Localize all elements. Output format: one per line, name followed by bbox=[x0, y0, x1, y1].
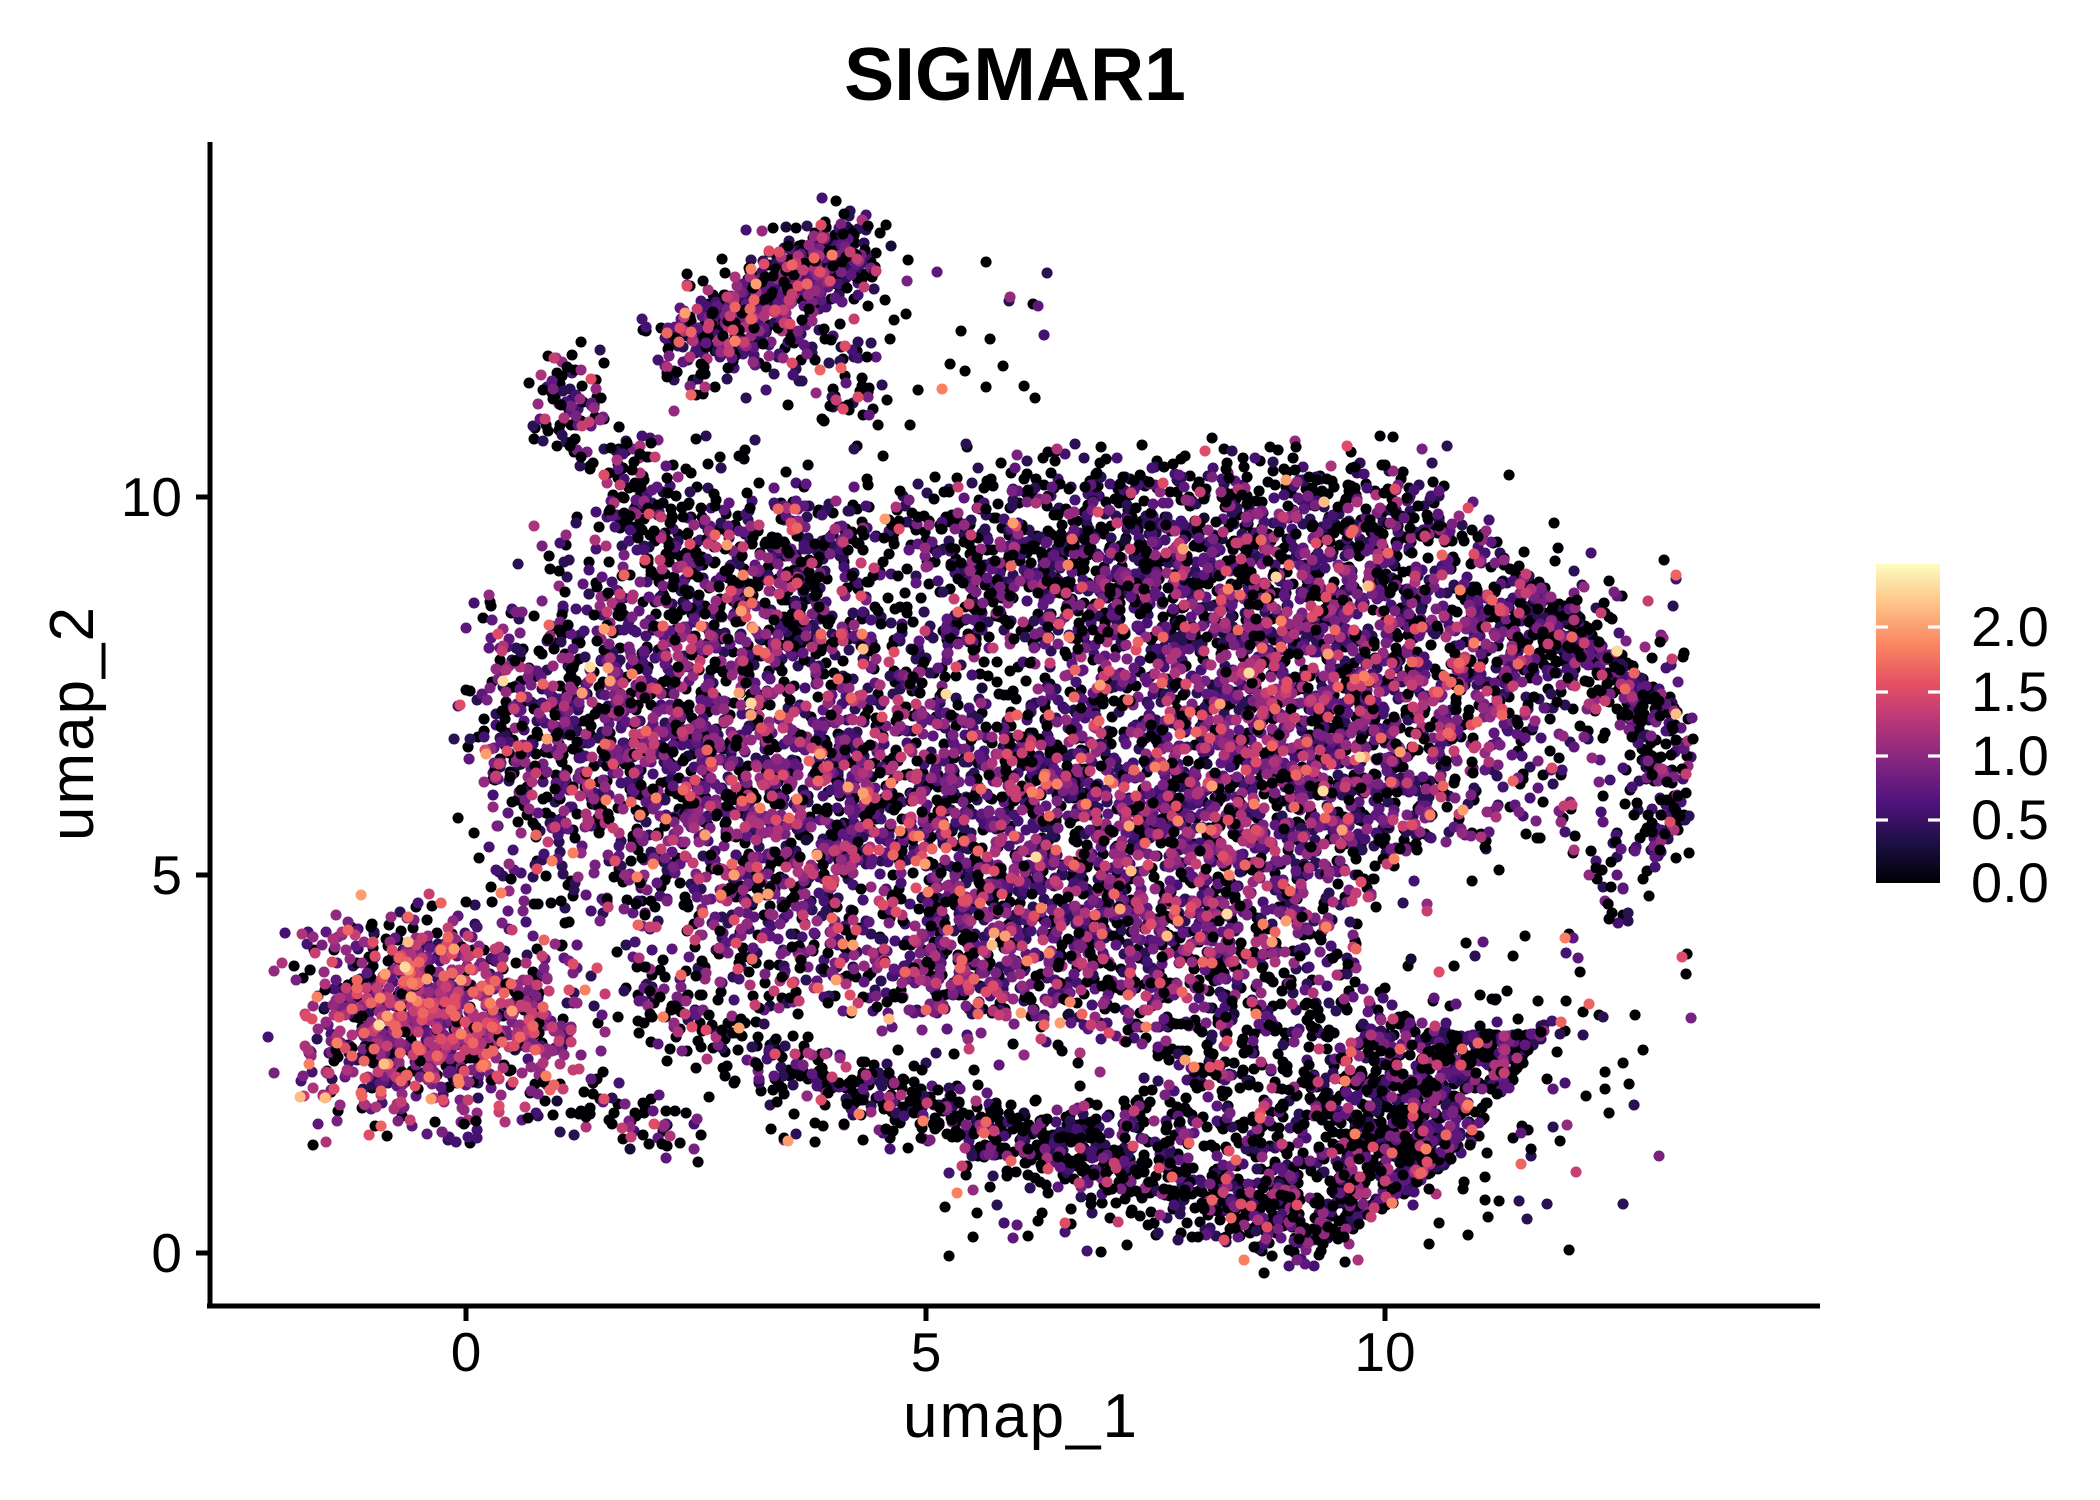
svg-text:0: 0 bbox=[151, 1222, 182, 1284]
svg-text:10: 10 bbox=[1354, 1321, 1415, 1383]
svg-text:0.0: 0.0 bbox=[1971, 851, 2049, 914]
svg-text:5: 5 bbox=[911, 1321, 942, 1383]
svg-text:0: 0 bbox=[451, 1321, 482, 1383]
svg-text:5: 5 bbox=[151, 844, 182, 906]
svg-text:2.0: 2.0 bbox=[1971, 595, 2049, 658]
svg-text:1.5: 1.5 bbox=[1971, 660, 2049, 723]
svg-text:SIGMAR1: SIGMAR1 bbox=[844, 32, 1186, 116]
svg-text:0.5: 0.5 bbox=[1971, 788, 2049, 851]
svg-text:umap_2: umap_2 bbox=[38, 605, 107, 841]
svg-text:1.0: 1.0 bbox=[1971, 724, 2049, 787]
svg-text:10: 10 bbox=[121, 466, 182, 528]
svg-text:umap_1: umap_1 bbox=[903, 1382, 1139, 1451]
